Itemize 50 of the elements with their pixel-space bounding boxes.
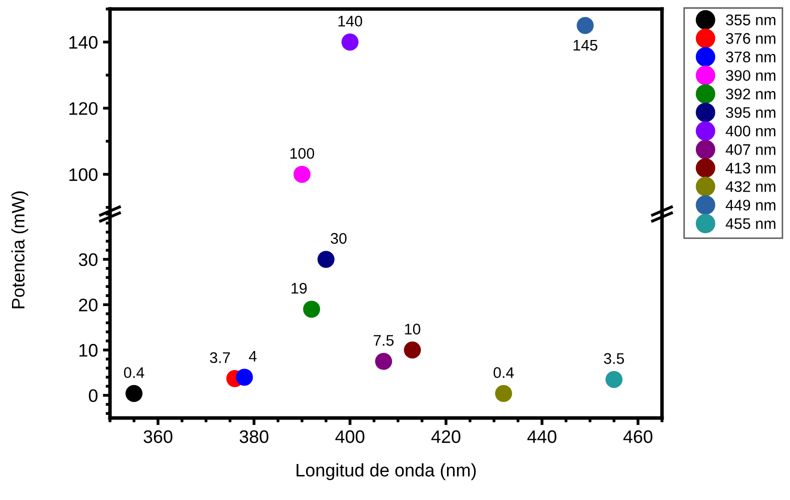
data-label: 3.5: [604, 353, 624, 364]
data-label: 3.7: [210, 352, 230, 364]
x-tick-label: 360: [144, 430, 172, 444]
data-label: 0.4: [124, 367, 144, 378]
point: [404, 341, 421, 359]
legend-label: 432 nm: [726, 181, 776, 192]
legend-label: 376 nm: [726, 33, 776, 44]
x-tick-label: 420: [431, 430, 460, 444]
x-tick-label: 380: [240, 430, 268, 444]
legend-label: 355 nm: [726, 14, 776, 26]
data-label: 7.5: [374, 335, 394, 346]
x-tick-label: 440: [527, 430, 556, 444]
point: [605, 370, 623, 388]
data-label: 4: [248, 351, 257, 362]
y-tick-label: 20: [79, 298, 98, 312]
legend-label: 400 nm: [726, 126, 776, 136]
y-axis-title: Potencia (mW): [11, 191, 28, 308]
point: [303, 300, 320, 318]
x-axis-title: Longitud de onda (nm): [296, 463, 476, 480]
x-tick-label: 460: [623, 430, 652, 444]
data-label: 0.4: [494, 367, 514, 378]
point: [341, 34, 359, 51]
legend-label: 449 nm: [726, 200, 776, 211]
legend-label: 407 nm: [726, 144, 776, 155]
legend-label: 455 nm: [726, 218, 776, 230]
y-tick-label: 10: [79, 344, 98, 357]
data-label: 145: [574, 40, 598, 51]
legend-label: 392 nm: [726, 88, 776, 100]
point: [495, 385, 512, 402]
point: [293, 166, 311, 183]
point: [317, 250, 335, 268]
y-tick-label: 0: [88, 389, 98, 402]
point: [125, 385, 143, 402]
y-tick-label: 120: [69, 102, 98, 115]
data-label: 30: [330, 232, 347, 244]
legend-label: 395 nm: [726, 107, 776, 118]
y-tick-label: 140: [69, 36, 98, 49]
data-label: 140: [338, 16, 362, 27]
data-label: 19: [292, 282, 307, 294]
y-tick-label: 100: [69, 168, 98, 182]
legend-label: 378 nm: [726, 52, 776, 62]
point: [375, 352, 392, 370]
x-tick-label: 400: [335, 430, 364, 444]
y-tick-label: 30: [78, 253, 98, 266]
point: [236, 368, 253, 386]
point: [576, 17, 594, 34]
data-label: 100: [290, 148, 314, 159]
data-label: 10: [405, 324, 420, 334]
legend-label: 390 nm: [726, 70, 776, 81]
legend-label: 413 nm: [726, 162, 776, 174]
